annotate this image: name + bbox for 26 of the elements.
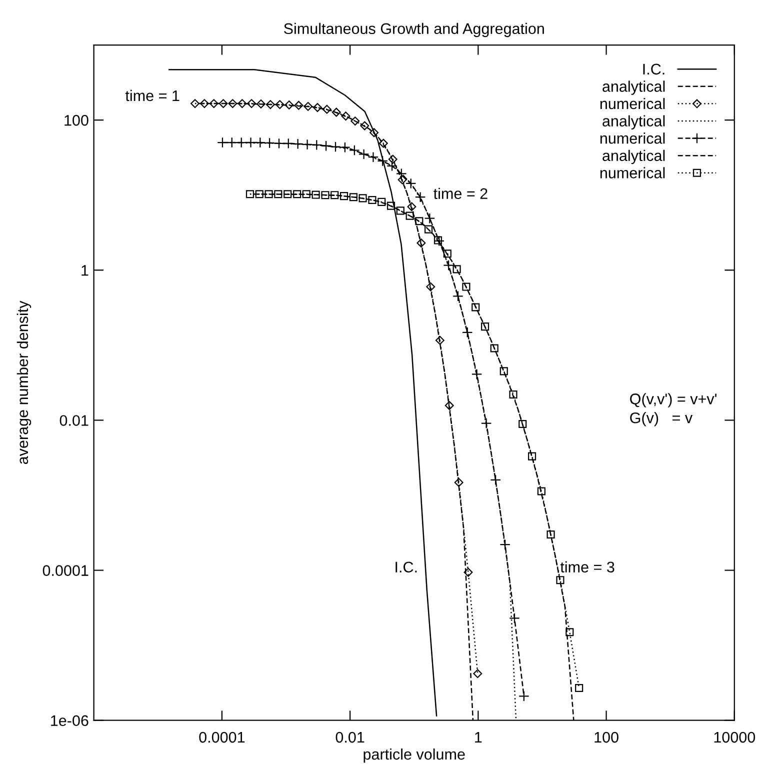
y-axis-title: average number density <box>16 300 32 464</box>
legend-label: I.C. <box>643 64 664 75</box>
annotation: Q(v,v') = v+v' <box>630 393 716 408</box>
x-tick-label: 1 <box>475 732 482 743</box>
annotation: I.C. <box>396 562 417 573</box>
chart-title: Simultaneous Growth and Aggregation <box>284 22 544 38</box>
y-tick-label: 1 <box>82 265 88 276</box>
legend-label: analytical <box>602 115 665 130</box>
x-tick-label: 0.01 <box>336 732 364 743</box>
legend-label: numerical <box>600 98 665 110</box>
annotation: time = 1 <box>125 90 180 102</box>
annotation: time = 3 <box>560 561 614 573</box>
y-tick-label: 1e-06 <box>51 715 88 726</box>
legend-label: numerical <box>600 132 665 144</box>
y-tick-label: 0.0001 <box>42 565 88 576</box>
annotation: time = 2 <box>434 188 488 200</box>
x-tick-label: 0.0001 <box>199 732 245 743</box>
x-tick-label: 10000 <box>714 732 756 743</box>
y-tick-label: 100 <box>64 114 88 126</box>
legend-label: analytical <box>602 80 665 95</box>
y-tick-label: 0.01 <box>60 415 88 426</box>
x-axis-title: particle volume <box>364 748 465 763</box>
annotation: G(v) = v <box>630 412 693 426</box>
x-tick-label: 100 <box>594 732 618 743</box>
legend-label: analytical <box>602 150 665 164</box>
legend-label: numerical <box>600 167 665 178</box>
